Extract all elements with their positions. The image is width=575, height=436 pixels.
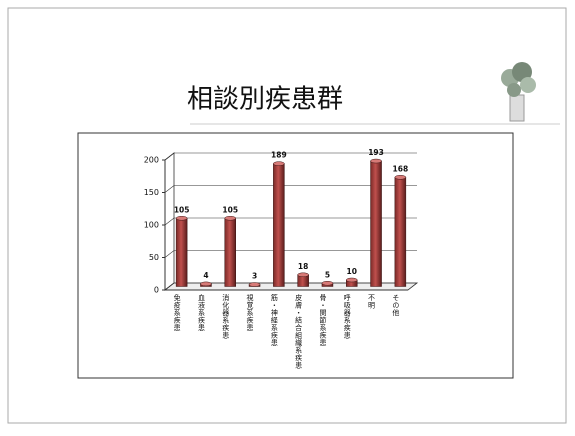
flower-icon — [501, 62, 536, 122]
bar-top — [200, 281, 212, 287]
value-label: 5 — [325, 270, 330, 279]
value-label: 4 — [203, 271, 208, 280]
slide-title: 相談別疾患群 — [187, 85, 343, 115]
bar — [273, 163, 285, 287]
value-label: 189 — [271, 151, 287, 160]
chart: 050100150200免疫系疾患105血液系疾患4消化器系疾患105視覚系疾患… — [144, 148, 419, 369]
bar — [224, 218, 236, 287]
x-tick-label: 皮膚・結合組織系疾患 — [295, 293, 303, 369]
value-label: 105 — [222, 205, 238, 214]
value-label: 168 — [393, 164, 409, 173]
grid-line — [164, 250, 417, 258]
value-label: 18 — [298, 262, 308, 271]
bar-top — [273, 161, 285, 166]
bar-top — [346, 277, 358, 283]
chart-frame — [77, 132, 514, 379]
bar-top — [394, 175, 407, 180]
x-tick-label: 不明 — [368, 294, 376, 310]
y-tick-label: 50 — [149, 253, 159, 262]
value-label: 10 — [347, 267, 357, 276]
y-tick-label: 100 — [144, 221, 159, 230]
x-tick-label: 呼吸器系疾患 — [343, 293, 351, 339]
x-tick-label: 筋・神経系疾患 — [270, 293, 278, 346]
bar-top — [248, 282, 261, 287]
grid-line — [164, 152, 417, 161]
bar-top — [321, 281, 334, 286]
bar — [175, 218, 188, 287]
bar — [394, 177, 407, 287]
value-label: 3 — [252, 272, 257, 281]
bar-top — [370, 158, 382, 164]
bar-top — [224, 216, 236, 221]
x-tick-label: 消化器系疾患 — [222, 293, 230, 339]
x-tick-label: 血液系疾患 — [197, 293, 205, 331]
bar-top — [175, 216, 188, 221]
bar-top — [297, 272, 309, 278]
value-label: 105 — [174, 205, 190, 214]
y-tick-label: 200 — [144, 156, 159, 165]
bar — [370, 160, 382, 287]
grid-line — [164, 185, 417, 193]
grid-line — [164, 282, 417, 291]
x-tick-label: その他 — [392, 294, 400, 317]
y-tick-label: 0 — [154, 286, 159, 295]
value-label: 193 — [368, 148, 384, 157]
grid-line — [164, 217, 417, 226]
x-tick-label: 視覚系疾患 — [246, 293, 254, 331]
x-tick-label: 免疫系疾患 — [173, 293, 181, 331]
y-tick-label: 150 — [144, 188, 159, 197]
x-tick-label: 骨・関節系疾患 — [319, 294, 327, 347]
